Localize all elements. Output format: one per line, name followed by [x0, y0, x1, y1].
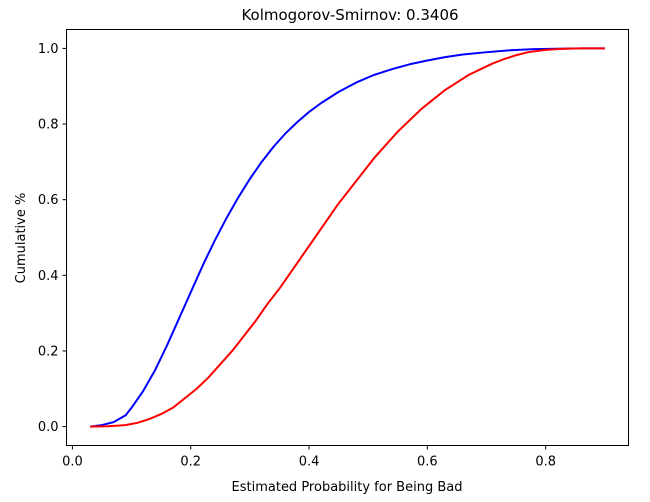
y-axis-ticks: 0.0 0.2 0.4 0.6 0.8 1.0: [38, 42, 67, 435]
series-line-1: [90, 47, 605, 428]
y-tick-label: 0.2: [38, 344, 59, 359]
chart-title: Kolmogorov-Smirnov: 0.3406: [241, 6, 458, 24]
y-tick-label: 0.8: [38, 118, 59, 133]
y-tick-label: 0.0: [38, 420, 59, 435]
x-tick-label: 0.4: [299, 455, 320, 470]
x-tick-label: 0.0: [62, 455, 83, 470]
x-tick-label: 0.8: [535, 455, 556, 470]
y-tick-label: 0.4: [38, 269, 59, 284]
x-tick-label: 0.2: [180, 455, 201, 470]
y-tick-label: 0.6: [38, 193, 59, 208]
x-axis-ticks: 0.0 0.2 0.4 0.6 0.8: [62, 445, 556, 470]
plot-frame: [66, 29, 629, 446]
series-layer: [90, 47, 605, 428]
x-axis-label: Estimated Probability for Being Bad: [232, 480, 463, 495]
y-axis-label: Cumulative %: [14, 193, 29, 284]
series-line-0: [90, 47, 605, 428]
y-tick-label: 1.0: [38, 42, 59, 57]
x-tick-label: 0.6: [417, 455, 438, 470]
